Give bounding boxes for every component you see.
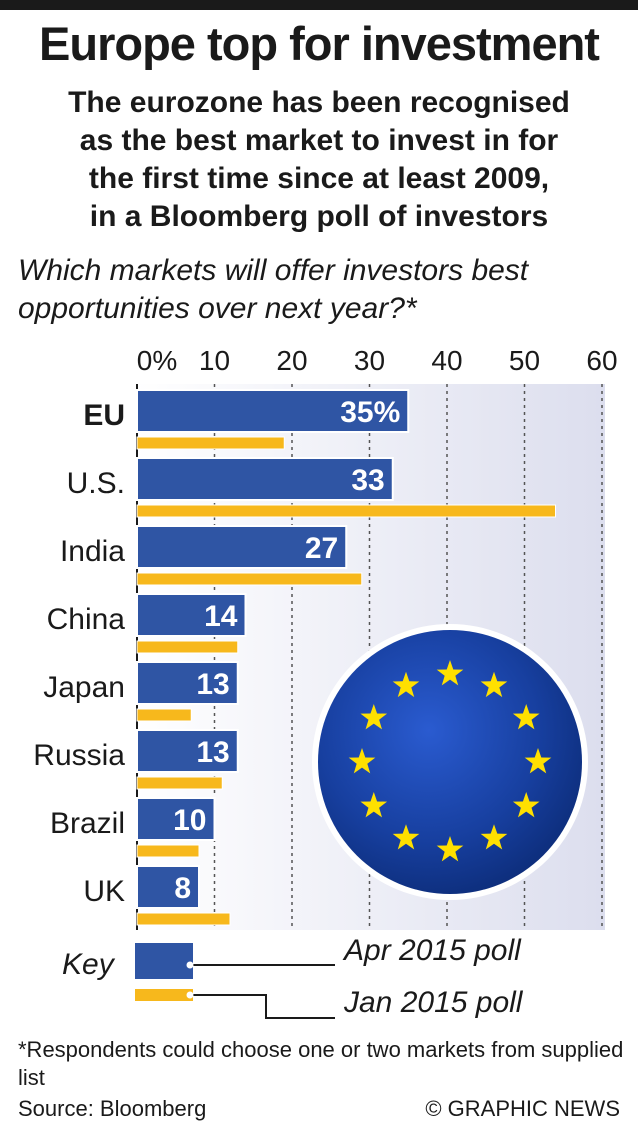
- subtitle-line: the first time since at least 2009,: [88, 162, 550, 195]
- x-tick-label: 30: [354, 345, 385, 376]
- category-label: U.S.: [67, 467, 125, 500]
- bar-value-label: 8: [174, 872, 191, 905]
- bar-jan-india: [136, 572, 363, 586]
- key-jan-leader: [190, 994, 335, 1019]
- bar-jan-japan: [136, 708, 192, 722]
- bar-apr-russia: [136, 729, 239, 773]
- flag-star-icon: [360, 704, 388, 730]
- bar-jan-brazil: [136, 844, 200, 858]
- subtitle-line: The eurozone has been recognised: [68, 86, 570, 119]
- bar-jan-eu: [136, 436, 285, 450]
- key-label: Key: [62, 948, 114, 981]
- flag-star-icon: [524, 748, 552, 774]
- bar-value-label: 13: [196, 668, 229, 701]
- bar-jan-russia: [136, 776, 223, 790]
- x-tick-label: 40: [431, 345, 462, 376]
- x-tick-label: 20: [276, 345, 307, 376]
- category-label: UK: [83, 875, 125, 908]
- x-tick-label: 50: [509, 345, 540, 376]
- flag-star-icon: [480, 671, 508, 698]
- category-label: Russia: [33, 739, 125, 772]
- bar-jan-us: [136, 504, 556, 518]
- subtitle-line: in a Bloomberg poll of investors: [89, 200, 549, 233]
- subtitle-line: as the best market to invest in for: [79, 124, 559, 157]
- bar-value-label: 35%: [340, 396, 400, 429]
- flag-star-icon: [480, 824, 508, 850]
- question-line: opportunities over next year?*: [18, 292, 417, 325]
- key-apr-swatch: [135, 943, 193, 979]
- bar-apr-uk: [136, 865, 200, 909]
- category-label: India: [60, 535, 125, 568]
- key-apr-label: Apr 2015 poll: [344, 934, 521, 967]
- flag-star-icon: [392, 671, 420, 698]
- bar-value-label: 10: [173, 804, 206, 837]
- category-label: Brazil: [50, 807, 125, 840]
- chart-question: Which markets will offer investors best …: [18, 252, 628, 328]
- x-tick-label: 10: [199, 345, 230, 376]
- bar-apr-eu: [136, 389, 410, 433]
- source: Source: Bloomberg: [18, 1096, 207, 1121]
- bar-apr-brazil: [136, 797, 216, 841]
- bar-value-label: 13: [196, 736, 229, 769]
- bar-jan-uk: [136, 912, 231, 926]
- category-label: Japan: [43, 671, 125, 704]
- chart-subtitle: The eurozone has been recognised as the …: [0, 84, 638, 236]
- chart-title: Europe top for investment: [39, 17, 600, 70]
- key-jan-dot: [186, 991, 194, 999]
- credit: © GRAPHIC NEWS: [425, 1096, 620, 1121]
- x-tick-label: 60: [586, 345, 617, 376]
- bar-apr-india: [136, 525, 348, 569]
- key-jan-label: Jan 2015 poll: [344, 986, 523, 1019]
- bar-apr-china: [136, 593, 247, 637]
- category-label: China: [47, 603, 126, 636]
- flag-star-icon: [436, 836, 464, 862]
- key-apr-dot: [186, 961, 194, 969]
- top-rule: [0, 0, 638, 10]
- flag-star-icon: [360, 792, 388, 818]
- flag-star-icon: [512, 792, 540, 818]
- bar-chart: 0% 10 20 30 40 50 60 35% 33 27 14 13 13 10 8 EU U.S. In…: [33, 345, 618, 930]
- flag-star-icon: [348, 748, 376, 774]
- eu-flag-icon: [312, 624, 588, 900]
- key-jan-swatch: [135, 989, 193, 1001]
- footnote: *Respondents could choose one or two mar…: [18, 1037, 624, 1090]
- flag-star-icon: [512, 704, 540, 730]
- category-label: EU: [83, 399, 125, 432]
- bar-value-label: 27: [305, 532, 338, 565]
- bar-apr-japan: [136, 661, 239, 705]
- key-swatches: [135, 943, 335, 1019]
- bar-value-label: 14: [204, 600, 238, 633]
- flag-star-icon: [436, 660, 464, 686]
- flag-star-icon: [392, 824, 420, 850]
- bar-apr-us: [136, 457, 394, 501]
- x-tick-label: 0%: [137, 345, 177, 376]
- bar-value-label: 33: [351, 464, 384, 497]
- bar-jan-china: [136, 640, 239, 654]
- question-line: Which markets will offer investors best: [18, 254, 529, 287]
